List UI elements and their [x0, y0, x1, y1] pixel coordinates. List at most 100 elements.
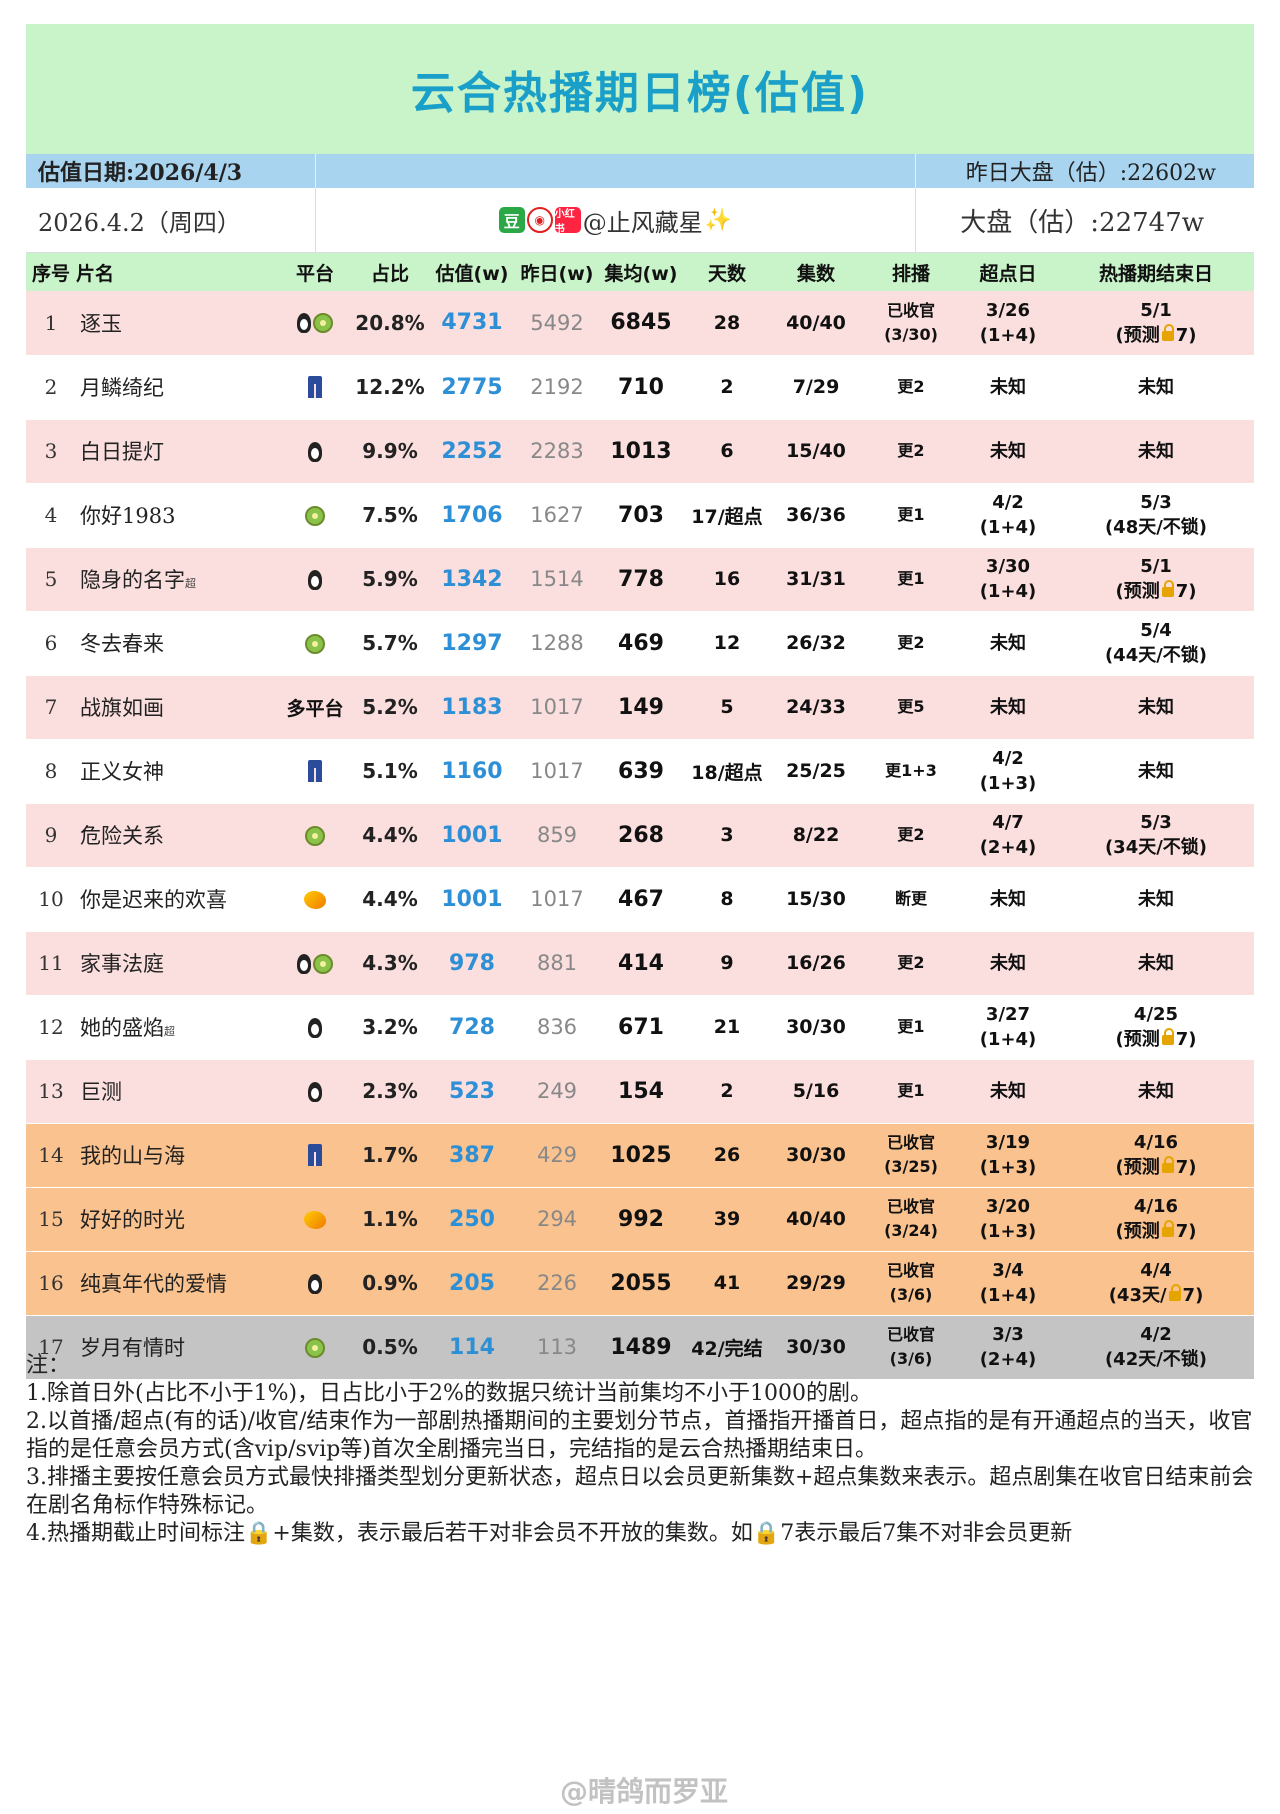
avg-cell: 1025: [596, 1123, 686, 1188]
schedule-line: 已收官: [886, 1197, 935, 1216]
episodes-cell: 29/29: [768, 1251, 864, 1316]
super-point-cell: 4/7 (2+4): [958, 803, 1058, 868]
rank-cell: 11: [26, 931, 76, 996]
yesterday-cell: 1017: [518, 867, 596, 932]
days-cell: 28: [686, 291, 768, 356]
lock-icon: [1161, 580, 1174, 597]
table-body: 1 逐玉 20.8% 4731 5492 6845 28 40/40 已收官 (3/30) 3/26…: [26, 291, 1254, 1380]
yesterday-cell: 113: [518, 1315, 596, 1380]
platform-cell: [276, 1059, 354, 1124]
end-date-line: 4/25: [1133, 1004, 1179, 1025]
value-cell: 1183: [426, 675, 518, 740]
end-date-line: 4/2: [1140, 1324, 1172, 1345]
end-date-cell: 未知: [1058, 419, 1254, 484]
super-point-line: 4/2: [992, 748, 1024, 769]
days-cell: 21: [686, 995, 768, 1060]
value-cell: 4731: [426, 291, 518, 356]
schedule-cell: 已收官 (3/25): [864, 1123, 958, 1188]
days-cell: 3: [686, 803, 768, 868]
super-point-line: (1+4): [979, 1029, 1037, 1050]
super-point-line: 未知: [990, 1080, 1026, 1102]
share-cell: 0.5%: [354, 1315, 426, 1380]
end-detail-text: (42天/不锁): [1104, 1349, 1208, 1370]
show-title: 冬去春来: [80, 632, 164, 656]
iqiyi-kiwi-icon: [305, 505, 325, 526]
title-cell: 白日提灯: [76, 419, 276, 484]
share-cell: 5.9%: [354, 547, 426, 612]
end-date-detail: (48天/不锁): [1058, 515, 1254, 540]
schedule-line: 断更: [894, 889, 927, 908]
ranking-frame: 云合热播期日榜(估值) 估值日期:2026/4/3 昨日大盘（估）:22602w…: [26, 24, 1254, 1380]
avg-cell: 710: [596, 355, 686, 420]
super-point-cell: 未知: [958, 867, 1058, 932]
end-date-cell: 4/4 (43天/7): [1058, 1251, 1254, 1316]
rank-cell: 5: [26, 547, 76, 612]
title-cell: 隐身的名字超: [76, 547, 276, 612]
share-cell: 4.4%: [354, 803, 426, 868]
schedule-cell: 更1: [864, 547, 958, 612]
show-title: 好好的时光: [80, 1208, 185, 1232]
super-point-line: 4/2: [992, 492, 1024, 513]
value-cell: 1342: [426, 547, 518, 612]
show-title: 纯真年代的爱情: [80, 1272, 227, 1296]
end-detail-text: (预测: [1115, 1221, 1160, 1242]
end-date-line: 5/1: [1140, 299, 1172, 321]
value-cell: 387: [426, 1123, 518, 1188]
table-row: 15 好好的时光 1.1% 250 294 992 39 40/40 已收官 (3/24) 3/20…: [26, 1187, 1254, 1252]
share-cell: 4.4%: [354, 867, 426, 932]
iqiyi-kiwi-icon: [305, 1337, 325, 1358]
end-date-line: 5/3: [1140, 812, 1172, 833]
rank-cell: 6: [26, 611, 76, 676]
schedule-cell: 更2: [864, 355, 958, 420]
platform-cell: [276, 291, 354, 356]
end-detail-text: 7): [1182, 1285, 1204, 1306]
super-point-cell: 4/2 (1+4): [958, 483, 1058, 548]
super-point-line: 3/19: [985, 1132, 1031, 1153]
value-cell: 728: [426, 995, 518, 1060]
platform-cell: [276, 931, 354, 996]
title-cell: 我的山与海: [76, 1123, 276, 1188]
rank-cell: 13: [26, 1059, 76, 1124]
end-date-cell: 未知: [1058, 675, 1254, 740]
table-row: 3 白日提灯 9.9% 2252 2283 1013 6 15/40 更2 未知 未知: [26, 419, 1254, 484]
rank-cell: 1: [26, 291, 76, 356]
title-cell: 好好的时光: [76, 1187, 276, 1252]
end-detail-text: (43天/: [1108, 1285, 1167, 1306]
yesterday-cell: 1288: [518, 611, 596, 676]
episodes-cell: 36/36: [768, 483, 864, 548]
table-row: 6 冬去春来 5.7% 1297 1288 469 12 26/32 更2 未知 5/4 (44天/不…: [26, 611, 1254, 676]
end-date-cell: 未知: [1058, 931, 1254, 996]
table-row: 5 隐身的名字超 5.9% 1342 1514 778 16 31/31 更1 3/30 (1+4)…: [26, 547, 1254, 612]
super-point-line: 3/20: [985, 1196, 1031, 1217]
data-date: 2026.4.2（周四）: [26, 188, 316, 252]
avg-cell: 154: [596, 1059, 686, 1124]
super-point-cell: 3/20 (1+3): [958, 1187, 1058, 1252]
iqiyi-kiwi-icon: [305, 633, 325, 654]
avg-cell: 467: [596, 867, 686, 932]
episodes-cell: 31/31: [768, 547, 864, 612]
super-point-cell: 未知: [958, 1059, 1058, 1124]
super-point-line: 未知: [990, 952, 1026, 974]
platform-cell: [276, 1123, 354, 1188]
title-cell: 冬去春来: [76, 611, 276, 676]
end-detail-text: (预测: [1115, 1157, 1160, 1178]
end-date-cell: 4/25 (预测 7): [1058, 995, 1254, 1060]
table-header: 序号 片名 平台 占比 估值(w) 昨日(w) 集均(w) 天数 集数 排播 超点日 热播期结束日: [26, 253, 1254, 291]
schedule-line: 更1: [897, 1081, 925, 1100]
platform-cell: [276, 547, 354, 612]
share-cell: 4.3%: [354, 931, 426, 996]
episodes-cell: 25/25: [768, 739, 864, 804]
episodes-cell: 26/32: [768, 611, 864, 676]
schedule-line: (3/30): [884, 324, 938, 344]
super-point-cell: 未知: [958, 419, 1058, 484]
avg-cell: 149: [596, 675, 686, 740]
super-point-line: (2+4): [979, 1349, 1037, 1370]
tencent-penguin-icon: [297, 953, 311, 974]
value-cell: 2252: [426, 419, 518, 484]
episodes-cell: 8/22: [768, 803, 864, 868]
yesterday-cell: 249: [518, 1059, 596, 1124]
days-cell: 42/完结: [686, 1315, 768, 1380]
episodes-cell: 15/30: [768, 867, 864, 932]
share-cell: 5.1%: [354, 739, 426, 804]
column-header: 平台: [295, 262, 334, 285]
